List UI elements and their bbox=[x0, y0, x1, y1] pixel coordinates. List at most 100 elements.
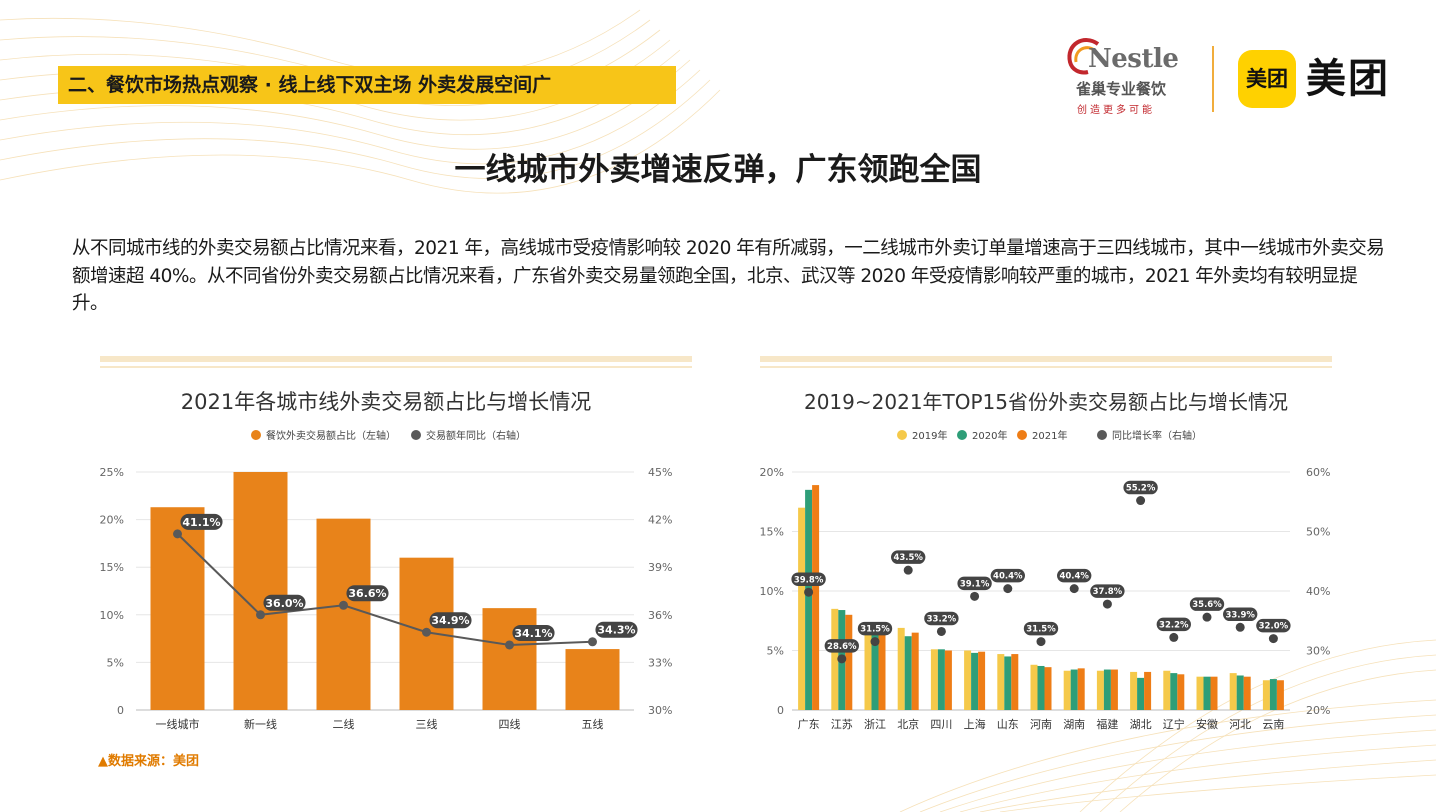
bar-2021年 bbox=[845, 614, 853, 710]
y-right-tick: 33% bbox=[648, 656, 672, 669]
growth-label-bg bbox=[1189, 597, 1225, 611]
bar-2020年 bbox=[1103, 669, 1111, 710]
bar-2021年 bbox=[1011, 654, 1019, 710]
province-chart: 2019~2021年TOP15省份外卖交易额占比与增长情况 2019年 2020年… bbox=[760, 356, 1332, 731]
x-tick-label: 新一线 bbox=[244, 717, 277, 731]
growth-point bbox=[936, 626, 946, 636]
bar-2020年 bbox=[904, 636, 912, 710]
bar-2019年 bbox=[897, 627, 905, 710]
growth-label-bg bbox=[1057, 568, 1092, 583]
growth-label-bg bbox=[346, 585, 389, 602]
y-right-tick: 39% bbox=[648, 561, 672, 574]
x-tick-label: 三线 bbox=[416, 717, 438, 731]
y-left-tick: 15% bbox=[100, 561, 124, 574]
bar-2021年 bbox=[1177, 674, 1185, 710]
bar bbox=[233, 472, 288, 710]
bar-2019年 bbox=[1196, 676, 1204, 710]
growth-point bbox=[1069, 584, 1079, 594]
x-tick-label: 福建 bbox=[1096, 717, 1118, 731]
growth-point bbox=[505, 640, 514, 650]
y-right-tick: 40% bbox=[1306, 585, 1330, 598]
growth-point bbox=[970, 591, 980, 601]
growth-label: 43.5% bbox=[893, 553, 923, 563]
bar-2021年 bbox=[1077, 668, 1085, 710]
growth-label: 32.2% bbox=[1159, 620, 1189, 630]
y-right-tick: 20% bbox=[1306, 704, 1330, 717]
bar-2021年 bbox=[1276, 680, 1284, 710]
bar-2021年 bbox=[1144, 671, 1152, 710]
legend-swatch bbox=[897, 430, 907, 440]
bar-2019年 bbox=[1030, 664, 1038, 710]
bar-2019年 bbox=[1096, 670, 1104, 710]
y-left-tick: 20% bbox=[760, 466, 784, 479]
x-tick-label: 河北 bbox=[1229, 718, 1251, 731]
bar-2021年 bbox=[1044, 667, 1052, 710]
growth-label: 33.9% bbox=[1225, 610, 1255, 620]
bar-2020年 bbox=[1037, 665, 1045, 710]
bar-2020年 bbox=[937, 649, 945, 710]
legend-swatch bbox=[1097, 430, 1107, 440]
x-tick-label: 四线 bbox=[499, 717, 521, 731]
bar-2021年 bbox=[944, 650, 952, 710]
growth-label-bg bbox=[1023, 621, 1059, 636]
growth-label-bg bbox=[857, 621, 893, 636]
bar-2021年 bbox=[978, 651, 986, 710]
y-left-tick: 0 bbox=[777, 704, 784, 717]
growth-label-bg bbox=[791, 572, 826, 586]
x-tick-label: 四川 bbox=[930, 718, 952, 731]
growth-label-bg bbox=[512, 624, 555, 641]
bar-2020年 bbox=[805, 489, 813, 710]
growth-label-bg bbox=[1256, 618, 1291, 633]
growth-label-bg bbox=[595, 621, 638, 638]
axis-ticks: 0 30% 5% 33% 10% 36% 15% 39% 20% 42% 25% 45% 一线城市 新一线… bbox=[100, 466, 673, 731]
bar-2020年 bbox=[1170, 673, 1178, 710]
growth-label: 39.1% bbox=[960, 579, 990, 589]
nestle-chinese-name: 雀巢专业餐饮 bbox=[1076, 80, 1167, 98]
y-right-tick: 45% bbox=[648, 466, 672, 479]
growth-label-bg bbox=[1123, 480, 1158, 495]
growth-label: 31.5% bbox=[1026, 625, 1056, 635]
growth-label: 37.8% bbox=[1093, 587, 1123, 597]
page-title: 一线城市外卖增速反弹，广东领跑全国 bbox=[454, 152, 982, 188]
bar-2019年 bbox=[798, 507, 806, 710]
growth-point bbox=[1202, 612, 1212, 622]
y-left-tick: 10% bbox=[100, 609, 124, 622]
growth-label: 32.0% bbox=[1259, 622, 1289, 632]
growth-point bbox=[1003, 584, 1013, 594]
growth-label: 28.6% bbox=[827, 642, 857, 652]
growth-label: 41.1% bbox=[182, 516, 220, 529]
x-tick-label: 浙江 bbox=[864, 718, 886, 731]
legend-label: 2019年 bbox=[912, 429, 947, 442]
line-series bbox=[173, 529, 597, 650]
growth-point bbox=[339, 600, 348, 610]
x-tick-label: 河南 bbox=[1030, 718, 1052, 731]
x-tick-label: 二线 bbox=[333, 717, 355, 731]
growth-label-bg bbox=[1090, 584, 1125, 598]
growth-point bbox=[903, 565, 913, 575]
chart-top-band bbox=[760, 356, 1332, 362]
growth-label: 34.1% bbox=[514, 627, 552, 640]
y-left-tick: 5% bbox=[107, 656, 124, 669]
bar-series bbox=[798, 485, 1284, 710]
bar-2021年 bbox=[812, 485, 820, 710]
x-tick-label: 一线城市 bbox=[156, 717, 200, 731]
growth-point bbox=[422, 627, 431, 637]
bar-2019年 bbox=[1130, 671, 1138, 710]
axis-ticks: 0 20% 5% 30% 10% 40% 15% 50% 20% 60% 广东 江苏 浙江 北京 四川 上海山… bbox=[760, 466, 1331, 731]
x-tick-label: 安徽 bbox=[1196, 717, 1218, 731]
legend-label: 2020年 bbox=[972, 429, 1007, 442]
growth-label: 33.2% bbox=[927, 615, 957, 625]
bar-2020年 bbox=[1004, 656, 1012, 710]
growth-point bbox=[1169, 632, 1179, 642]
nestle-slogan: 创造更多可能 bbox=[1077, 105, 1155, 116]
growth-point bbox=[1102, 599, 1112, 609]
x-tick-label: 山东 bbox=[997, 718, 1019, 731]
chart-title: 2019~2021年TOP15省份外卖交易额占比与增长情况 bbox=[804, 390, 1288, 414]
growth-label: 40.4% bbox=[1059, 572, 1089, 582]
y-right-tick: 36% bbox=[648, 609, 672, 622]
x-tick-label: 广东 bbox=[798, 718, 820, 731]
bar-2019年 bbox=[1163, 670, 1171, 710]
growth-label-bg bbox=[824, 639, 859, 653]
legend-label: 同比增长率（右轴） bbox=[1112, 429, 1202, 442]
growth-point bbox=[588, 637, 597, 647]
